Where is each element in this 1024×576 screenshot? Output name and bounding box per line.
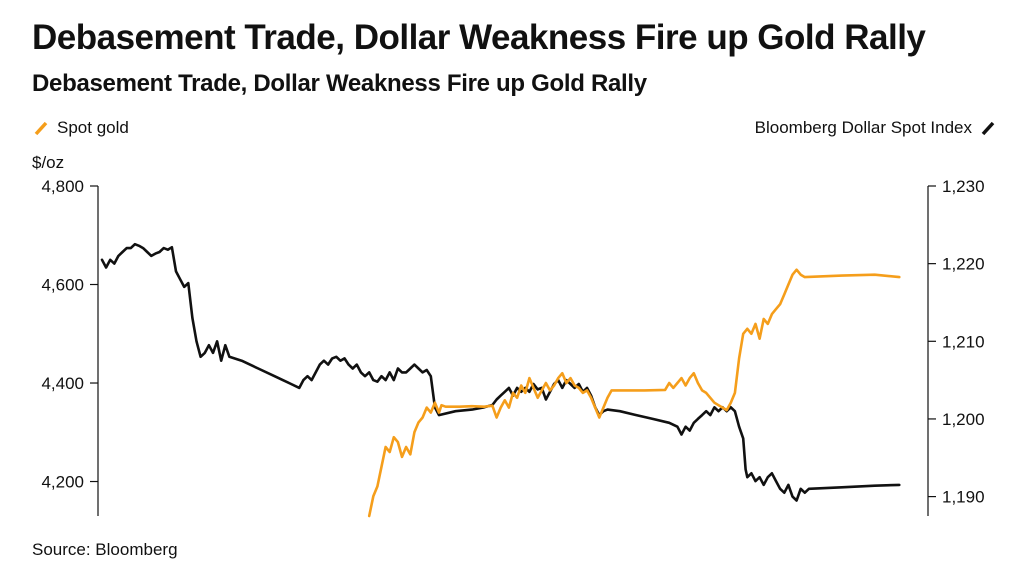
legend-label-spot-gold: Spot gold (57, 118, 129, 137)
series-line-dollar-index (100, 242, 901, 502)
left-tick-label: 4,400 (41, 374, 84, 393)
right-tick-label: 1,210 (942, 332, 985, 351)
left-tick-label: 4,600 (41, 276, 84, 295)
right-tick-label: 1,190 (942, 488, 985, 507)
chart-title: Debasement Trade, Dollar Weakness Fire u… (32, 18, 926, 57)
left-tick-label: 4,200 (41, 473, 84, 492)
right-tick-label: 1,200 (942, 410, 985, 429)
right-axis: 1,190 1,200 1,210 1,220 1,230 (927, 177, 985, 516)
series-line-spot-gold (367, 268, 901, 518)
right-tick-label: 1,230 (942, 177, 985, 196)
right-tick-label: 1,220 (942, 255, 985, 274)
legend-dollar-index: Bloomberg Dollar Spot Index (755, 118, 996, 138)
chart-subtitle: Debasement Trade, Dollar Weakness Fire u… (32, 70, 647, 97)
legend-swatch-dollar-index (981, 121, 995, 136)
source-note: Source: Bloomberg (32, 540, 178, 559)
legend-swatch-spot-gold (34, 121, 48, 136)
legend-label-dollar-index: Bloomberg Dollar Spot Index (754, 118, 972, 137)
left-axis: 4,200 4,400 4,600 4,800 (41, 177, 99, 516)
left-tick-label: 4,800 (41, 177, 84, 196)
series-layer (100, 242, 901, 518)
legend-spot-gold: Spot gold (33, 118, 129, 138)
left-axis-unit-label: $/oz (32, 153, 65, 172)
